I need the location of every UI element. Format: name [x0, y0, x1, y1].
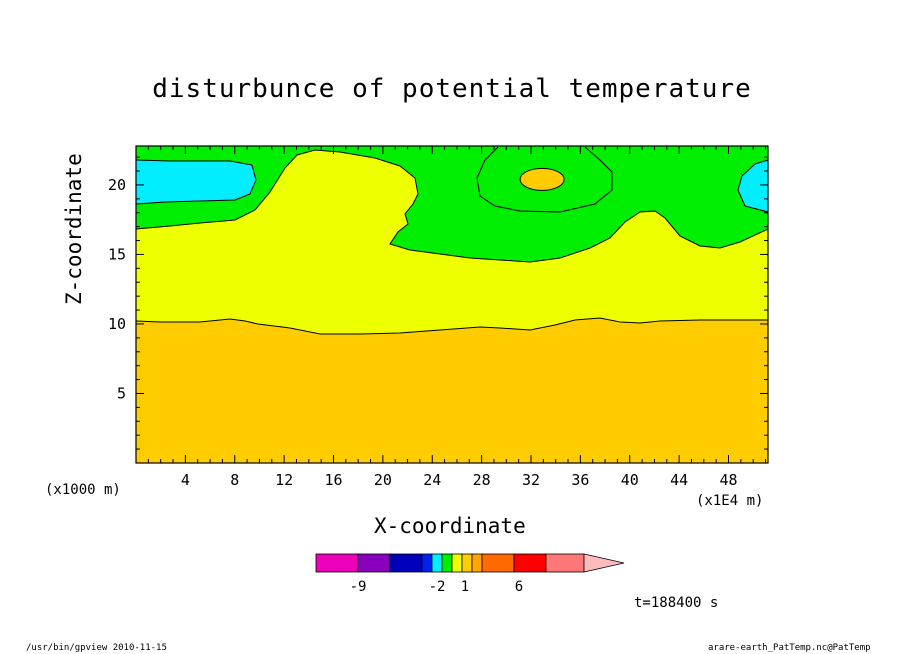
contour-line-1-upper: [476, 146, 613, 213]
x-tick-label: 12: [275, 471, 293, 489]
contour-line-0-left: [135, 159, 257, 205]
x-axis-unit: (x1E4 m): [696, 493, 764, 509]
contour-line-2: [135, 317, 768, 335]
x-tick-label: 20: [374, 471, 392, 489]
colorbar-swatch: [461, 553, 473, 573]
x-tick-label: 36: [571, 471, 589, 489]
chart-title: disturbunce of potential temperature: [152, 74, 752, 104]
colorbar-swatch: [441, 553, 453, 573]
x-tick-label: 8: [230, 471, 239, 489]
y-tick-label: 10: [108, 315, 126, 333]
x-tick-label: 48: [719, 471, 737, 489]
colorbar-swatch: [431, 553, 443, 573]
x-tick-label: 40: [621, 471, 639, 489]
time-label: t=188400 s: [634, 595, 719, 611]
x-tick-label: 32: [522, 471, 540, 489]
colorbar-swatch: [481, 553, 515, 573]
contour-fills: [136, 146, 768, 463]
colorbar-arrow: [583, 553, 625, 573]
y-tick-label: 15: [108, 245, 126, 263]
plot-frame: [135, 145, 769, 464]
x-tick-label: 24: [423, 471, 441, 489]
y-axis-label: Z-coordinate: [62, 153, 86, 305]
contour-line-2-core: [519, 167, 565, 191]
colorbar-swatch: [545, 553, 585, 573]
region-neg1-to-0-left: [136, 160, 256, 204]
contour-line-1: [135, 149, 769, 263]
region-2-to-3-core: [520, 168, 565, 191]
colorbar-label: 6: [515, 579, 523, 595]
x-tick-label: 16: [324, 471, 342, 489]
x-tick-label: 44: [670, 471, 688, 489]
y-tick-label: 5: [117, 384, 126, 402]
colorbar-swatch: [421, 553, 433, 573]
footer-left: /usr/bin/gpview 2010-11-15: [26, 643, 167, 653]
colorbar: -9 -2 1 6: [315, 553, 625, 595]
contour-lines: [135, 146, 769, 335]
y-tick-label: 20: [108, 176, 126, 194]
x-tick-label: 4: [181, 471, 190, 489]
region-2-to-3-lower: [136, 318, 768, 463]
colorbar-swatch: [357, 553, 391, 573]
colorbar-swatch: [389, 553, 423, 573]
x-axis-label: X-coordinate: [374, 514, 526, 538]
contour-line-0-right: [737, 159, 769, 213]
x-tick-label: 28: [473, 471, 491, 489]
colorbar-swatch: [315, 553, 359, 573]
colorbar-label: 1: [461, 579, 469, 595]
colorbar-swatch: [471, 553, 483, 573]
y-axis-unit: (x1000 m): [45, 482, 121, 498]
colorbar-swatch: [513, 553, 547, 573]
colorbar-label: -9: [350, 579, 367, 595]
footer-right: arare-earth_PatTemp.nc@PatTemp: [708, 643, 871, 653]
colorbar-label: -2: [429, 579, 446, 595]
colorbar-swatch: [451, 553, 463, 573]
